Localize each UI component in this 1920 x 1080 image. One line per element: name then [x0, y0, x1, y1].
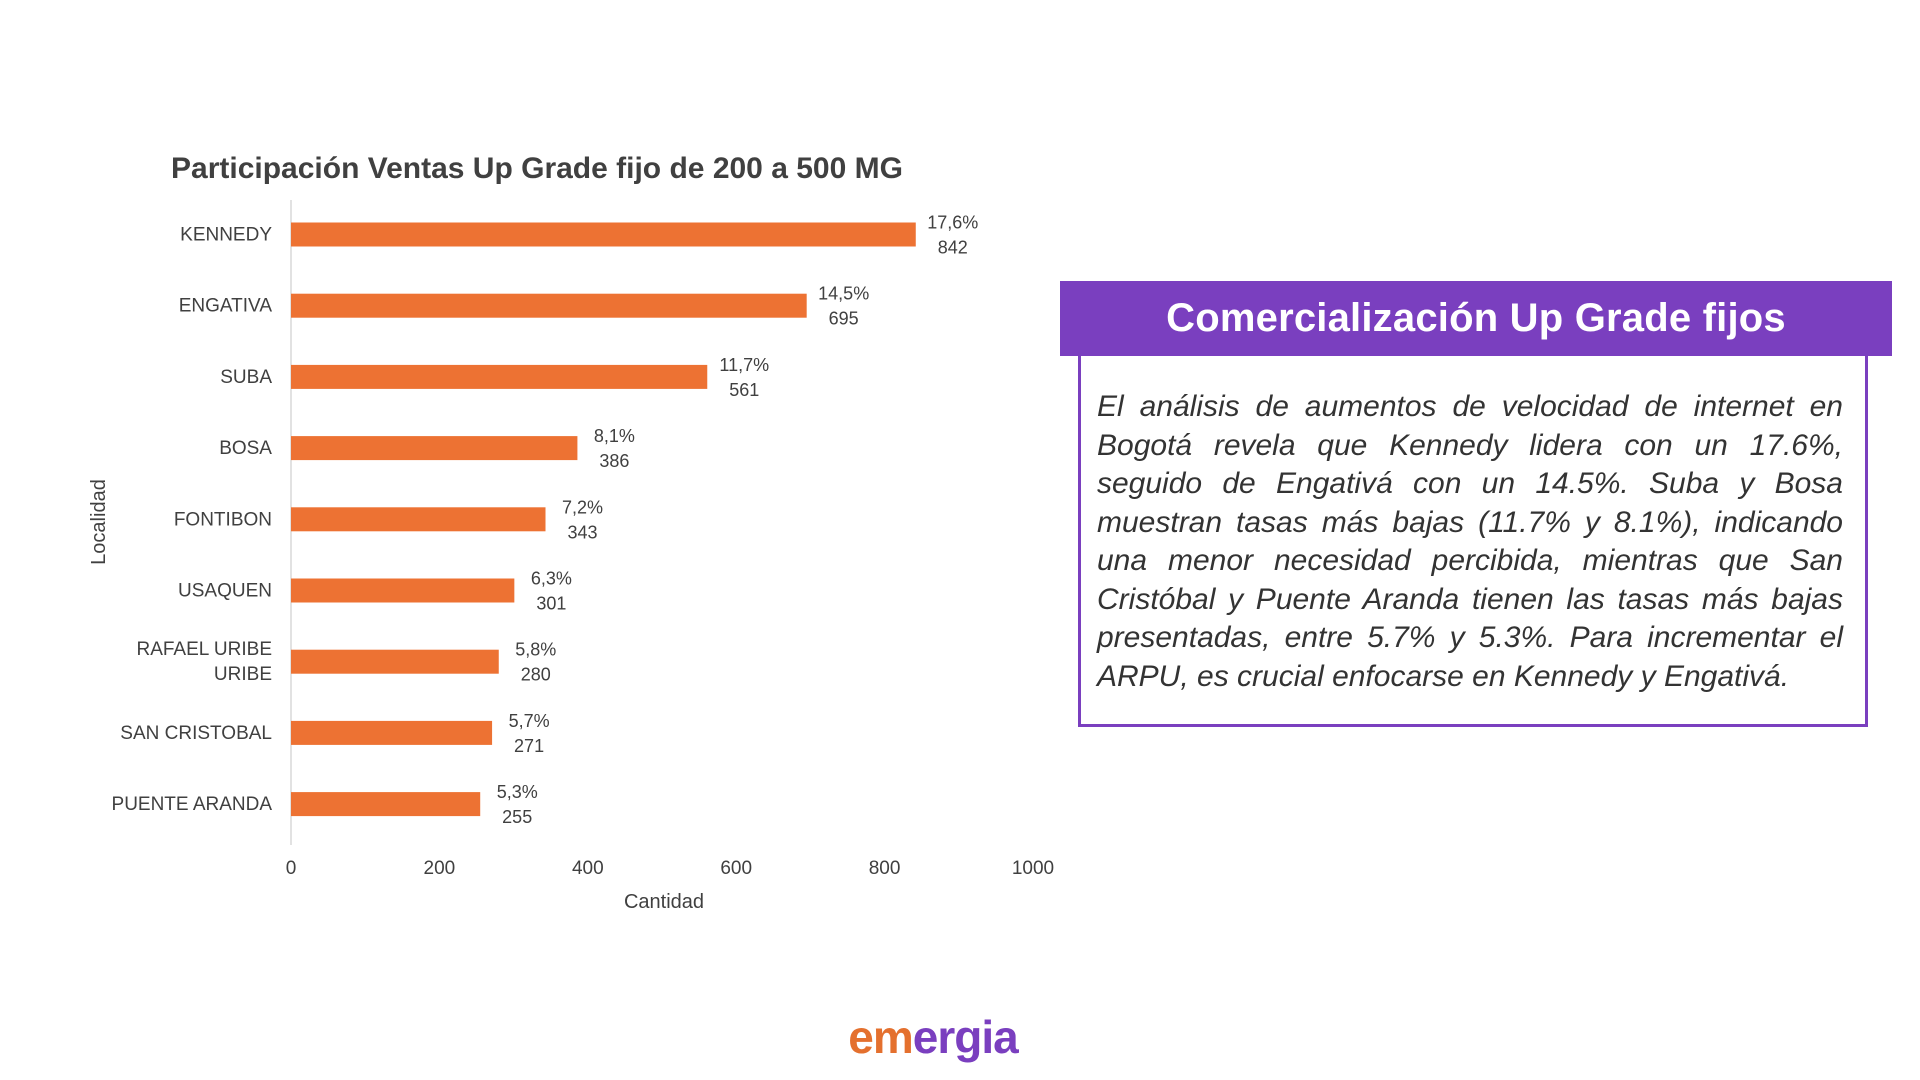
x-tick-label-600: 600	[720, 858, 752, 879]
bar-bosa	[291, 436, 578, 461]
category-labels: KENNEDY ENGATIVA SUBA BOSA FONTIBON USAQUEN RA…	[112, 225, 273, 816]
value-label-fontibon: 343	[567, 522, 597, 542]
value-label-usaquen: 301	[536, 594, 566, 614]
percent-label-rafael-uribe-uribe: 5,8%	[515, 640, 556, 660]
x-axis-ticks: 0 200 400 600 800 1000	[286, 858, 1054, 879]
value-label-san-cristobal: 271	[514, 736, 544, 756]
category-label-kennedy: KENNEDY	[180, 225, 272, 246]
bar-fontibon	[291, 507, 546, 532]
value-label-kennedy: 842	[938, 238, 968, 258]
category-label-engativa: ENGATIVA	[179, 296, 273, 317]
panel-title: Comercialización Up Grade fijos	[1166, 296, 1786, 340]
bar-kennedy	[291, 222, 916, 247]
x-tick-label-1000: 1000	[1012, 858, 1054, 879]
logo-part-2: ergia	[912, 1011, 1019, 1063]
percent-label-suba: 11,7%	[719, 355, 769, 375]
category-label-san-cristobal: SAN CRISTOBAL	[120, 723, 272, 744]
percent-label-engativa: 14,5%	[818, 284, 869, 304]
category-label-usaquen: USAQUEN	[178, 581, 272, 602]
bar-san-cristobal	[291, 720, 493, 745]
bar-suba	[291, 364, 708, 389]
x-axis-title: Cantidad	[624, 891, 704, 913]
percent-label-san-cristobal: 5,7%	[509, 711, 550, 731]
bar-engativa	[291, 293, 807, 318]
chart-title: Participación Ventas Up Grade fijo de 20…	[171, 152, 903, 185]
x-tick-label-400: 400	[572, 858, 604, 879]
value-label-suba: 561	[729, 380, 759, 400]
category-label-bosa: BOSA	[219, 438, 272, 459]
percent-label-puente-aranda: 5,3%	[497, 782, 538, 802]
percent-label-bosa: 8,1%	[594, 426, 635, 446]
bar-rafael-uribe-uribe	[291, 649, 499, 674]
percent-label-kennedy: 17,6%	[927, 213, 978, 233]
commentary-panel: Comercialización Up Grade fijos El análi…	[1060, 281, 1892, 731]
data-labels: 17,6% 842 14,5% 695 11,7% 561 8,1% 386 7,2% 343 6,…	[497, 213, 979, 828]
x-tick-label-800: 800	[869, 858, 901, 879]
category-label-rafael-uribe-uribe: RAFAEL URIBE URIBE	[136, 639, 272, 685]
logo-part-1: em	[848, 1011, 913, 1063]
percent-label-usaquen: 6,3%	[531, 569, 572, 589]
x-tick-label-0: 0	[286, 858, 297, 879]
bars-group	[291, 222, 916, 817]
panel-body: El análisis de aumentos de velocidad de …	[1078, 356, 1868, 727]
value-label-puente-aranda: 255	[502, 807, 532, 827]
category-label-puente-aranda: PUENTE ARANDA	[112, 794, 273, 815]
value-label-bosa: 386	[599, 451, 629, 471]
emergia-logo: emergia	[848, 1012, 1018, 1062]
value-label-rafael-uribe-uribe: 280	[521, 665, 551, 685]
bar-chart: Participación Ventas Up Grade fijo de 20…	[88, 152, 1054, 913]
panel-header: Comercialización Up Grade fijos	[1060, 281, 1892, 356]
category-label-fontibon: FONTIBON	[174, 509, 272, 530]
bar-puente-aranda	[291, 792, 481, 817]
panel-text: El análisis de aumentos de velocidad de …	[1097, 390, 1843, 693]
bar-usaquen	[291, 578, 515, 603]
value-label-engativa: 695	[829, 309, 859, 329]
y-axis-title: Localidad	[88, 479, 110, 565]
category-label-suba: SUBA	[220, 367, 272, 388]
x-tick-label-200: 200	[424, 858, 456, 879]
percent-label-fontibon: 7,2%	[562, 497, 603, 517]
